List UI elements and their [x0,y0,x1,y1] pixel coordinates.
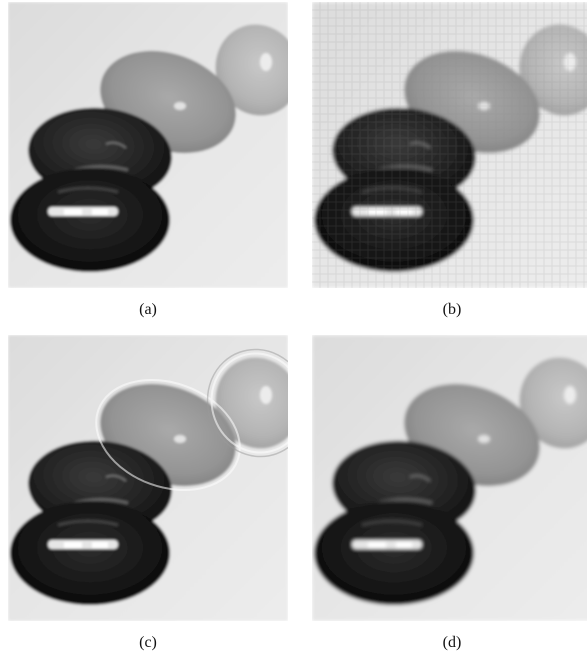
panel-c-caption: (c) [139,634,157,651]
panel-a-caption: (a) [139,301,157,318]
panel-b-caption: (b) [442,301,462,318]
panel-c-image [8,335,288,621]
panel-d-caption: (d) [442,634,462,651]
panel-b-image [312,2,587,288]
panel-a-image [8,2,288,288]
panel-d-image [312,335,587,621]
